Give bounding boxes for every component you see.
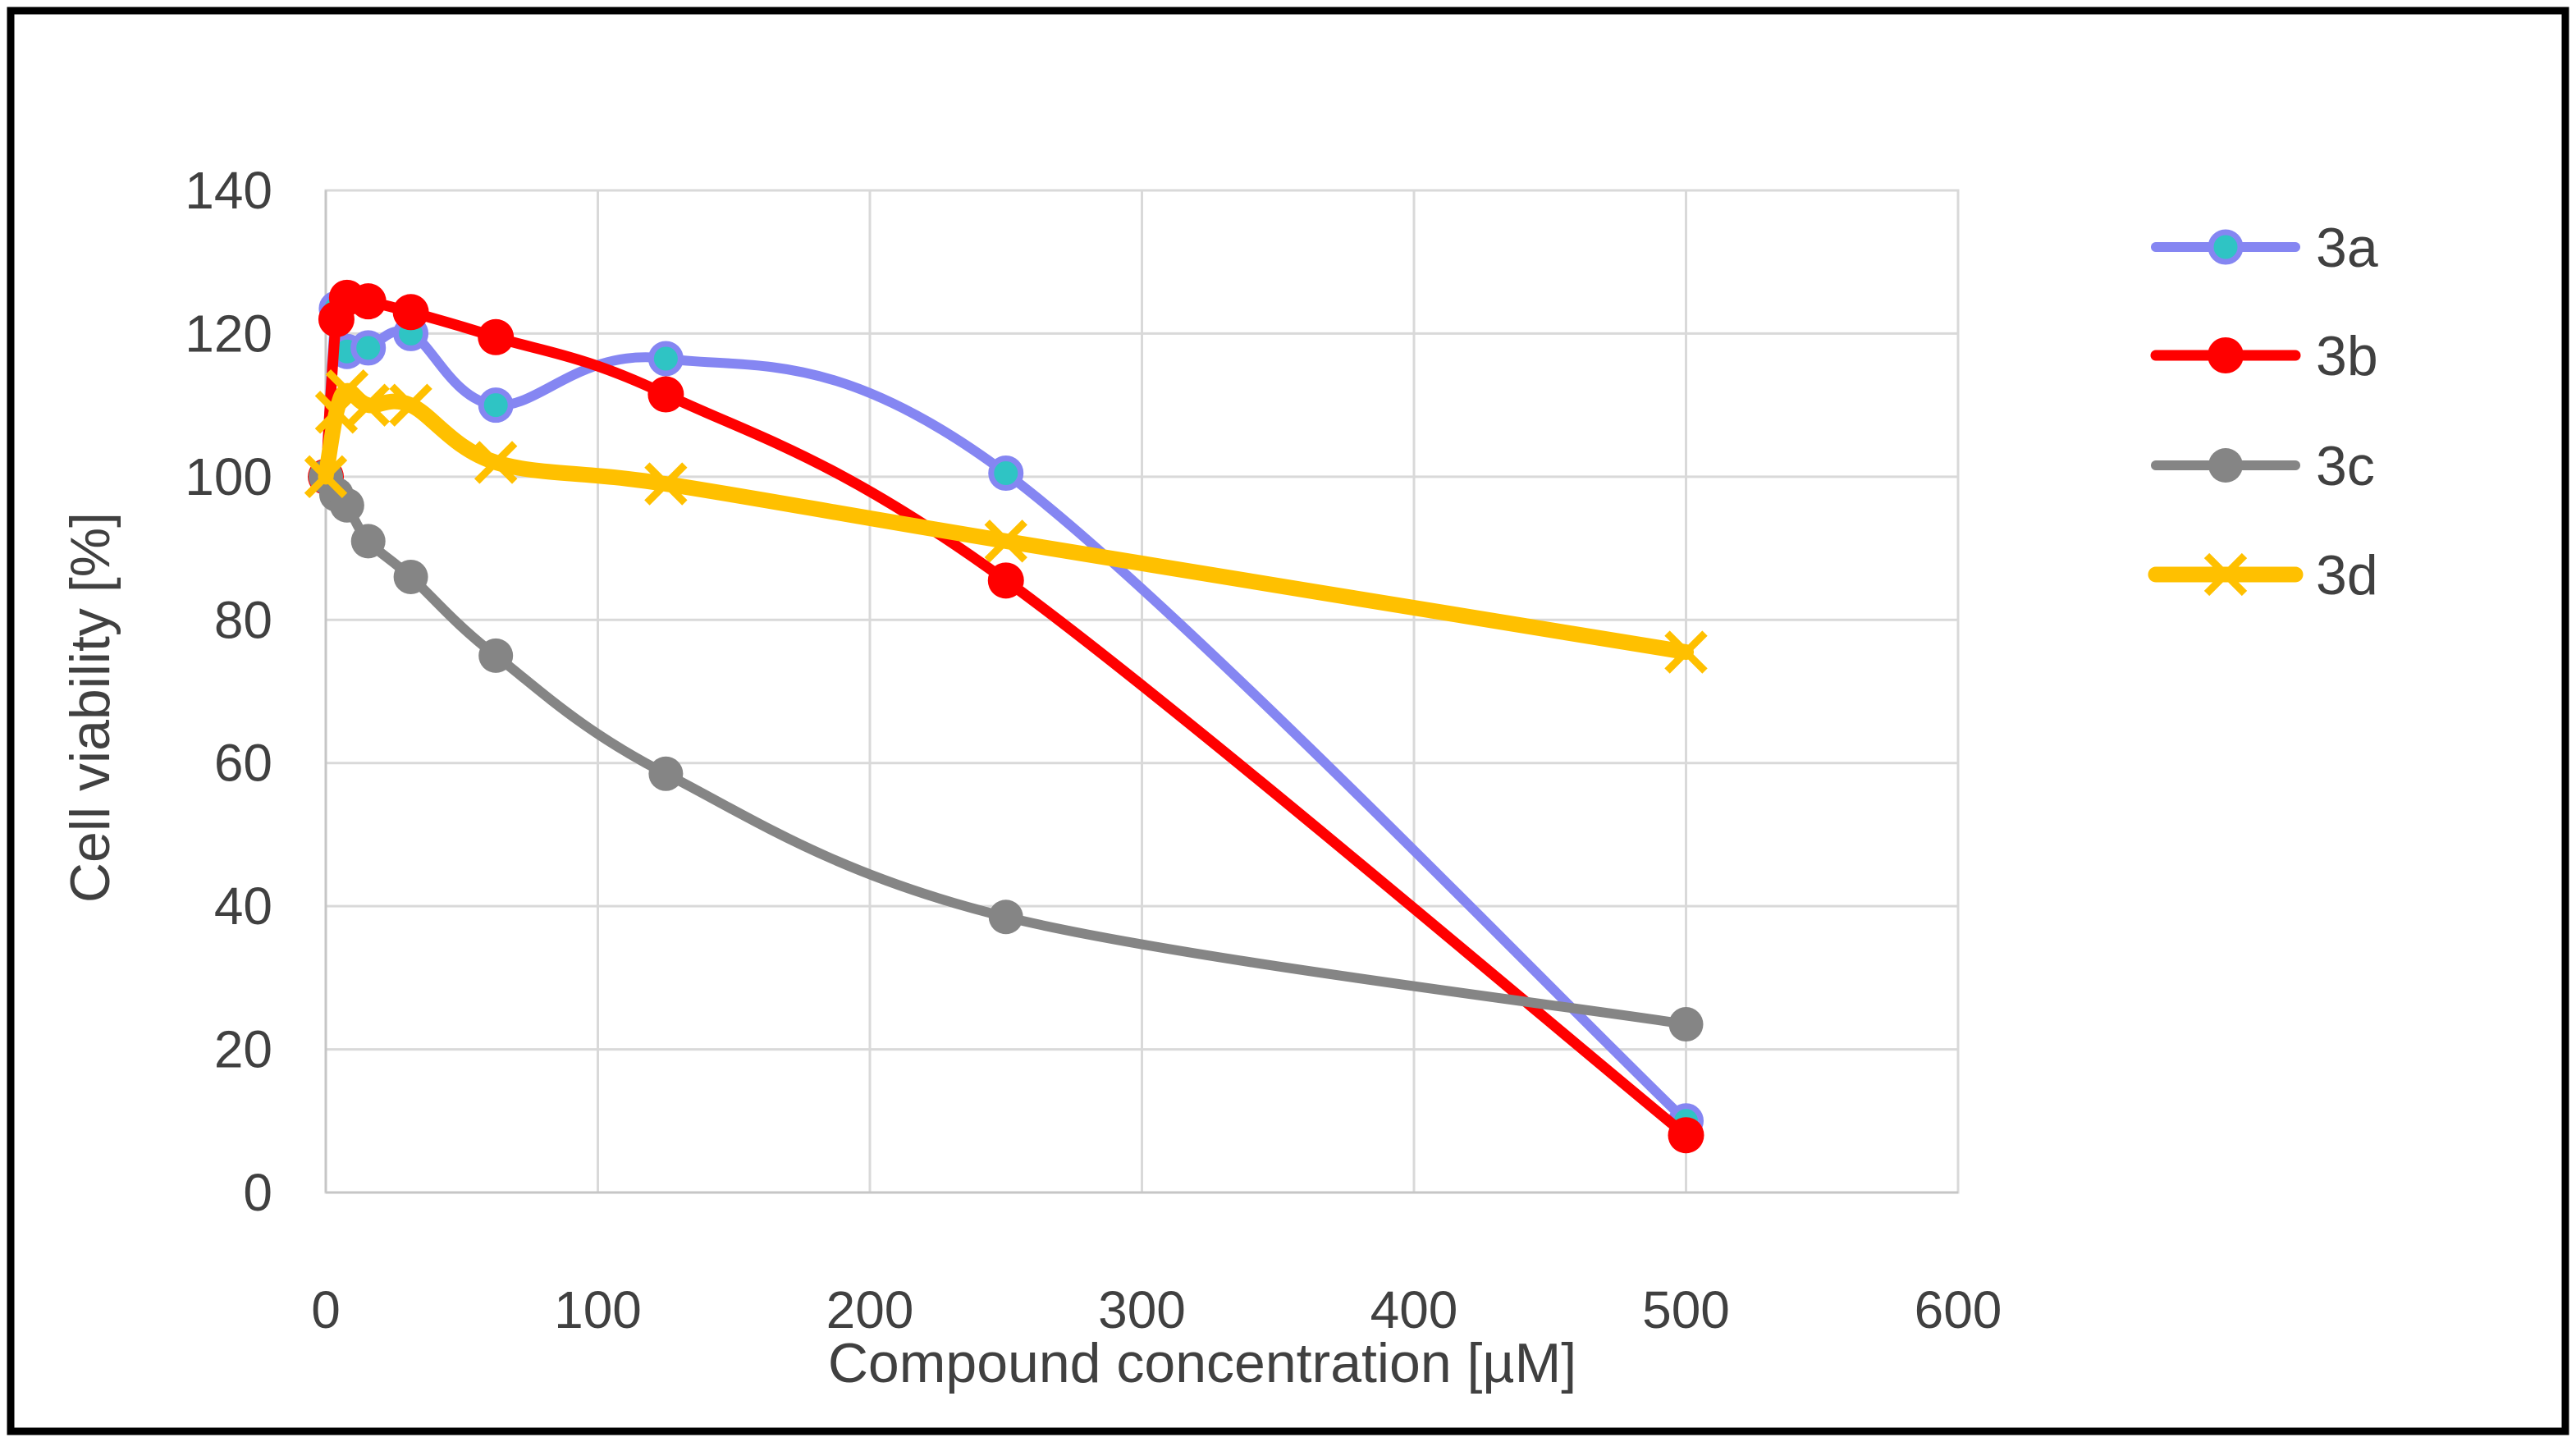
- series-3a-marker: [478, 387, 514, 423]
- series-3d-marker: [1664, 630, 1708, 674]
- series-3a-marker: [647, 341, 684, 377]
- y-tick-label-3: 60: [214, 734, 272, 793]
- y-tick-label-1: 20: [214, 1020, 272, 1079]
- series-3d-marker: [644, 462, 688, 506]
- series-3d-marker: [474, 441, 518, 484]
- x-tick-label-4: 400: [1370, 1280, 1458, 1339]
- series-3d-marker: [984, 520, 1027, 563]
- legend-item-3d: 3d: [2148, 544, 2378, 607]
- legend-item-3b: 3b: [2150, 325, 2378, 387]
- series-3c-marker: [1668, 1007, 1704, 1042]
- x-tick-label-3: 300: [1098, 1280, 1186, 1339]
- series-3b-marker: [350, 283, 387, 320]
- series-3c: [309, 459, 1704, 1042]
- legend-label-3d: 3d: [2316, 544, 2378, 607]
- legend-label-3b: 3b: [2316, 325, 2378, 387]
- y-tick-label-5: 100: [185, 447, 272, 506]
- outer-border: [7, 7, 2569, 1435]
- legend: 3a 3b 3c 3d: [2148, 217, 2378, 607]
- series-3c-marker: [350, 524, 386, 559]
- y-tick-label-0: 0: [243, 1163, 272, 1222]
- series-3d-marker: [346, 383, 390, 427]
- x-axis-title: Compound concentration [µM]: [828, 1332, 1576, 1394]
- legend-label-3c: 3c: [2316, 435, 2375, 497]
- series-3d-marker: [325, 369, 369, 413]
- series-3b-marker: [1668, 1117, 1704, 1154]
- axes: [324, 190, 1958, 1194]
- legend-item-3c: 3c: [2151, 435, 2375, 497]
- y-tick-label-7: 140: [185, 161, 272, 220]
- series-3c-legend-marker: [2208, 448, 2243, 483]
- series-3d: [304, 369, 1708, 674]
- series-3b-marker: [987, 562, 1024, 599]
- series-3b-marker: [478, 318, 515, 355]
- series-3b-marker: [647, 376, 684, 413]
- series-3d-marker: [389, 383, 432, 427]
- series-3a-marker: [350, 330, 387, 366]
- series-3d-marker: [314, 391, 359, 434]
- series-layer: [304, 279, 1708, 1154]
- x-tick-label-6: 600: [1915, 1280, 2002, 1339]
- series-3d-marker: [304, 455, 348, 499]
- series-3c-marker: [988, 900, 1023, 935]
- y-axis-title: Cell viability [%]: [59, 512, 121, 903]
- y-tick-label-4: 80: [214, 590, 272, 649]
- series-3a-legend-marker: [2208, 229, 2244, 265]
- y-tick-label-6: 120: [185, 304, 272, 363]
- x-tick-label-2: 200: [826, 1280, 914, 1339]
- series-3b-marker: [392, 294, 429, 331]
- y-tick-label-2: 40: [214, 877, 272, 936]
- series-3c-marker: [648, 756, 684, 791]
- series-3c-marker: [393, 559, 428, 594]
- legend-label-3a: 3a: [2316, 217, 2378, 279]
- series-3b-legend-marker: [2208, 337, 2244, 373]
- series-3c-marker: [478, 638, 514, 673]
- series-3c-marker: [329, 488, 364, 523]
- tick-labels: 0 20 40 60 80 100 120 140 0 100 200 300 400 500 600: [185, 161, 2002, 1339]
- legend-item-3a: 3a: [2151, 217, 2378, 279]
- x-tick-label-5: 500: [1642, 1280, 1730, 1339]
- series-3d-legend-marker: [2203, 552, 2248, 597]
- x-tick-label-1: 100: [554, 1280, 642, 1339]
- x-tick-label-0: 0: [311, 1280, 341, 1339]
- series-3a-marker: [988, 455, 1024, 491]
